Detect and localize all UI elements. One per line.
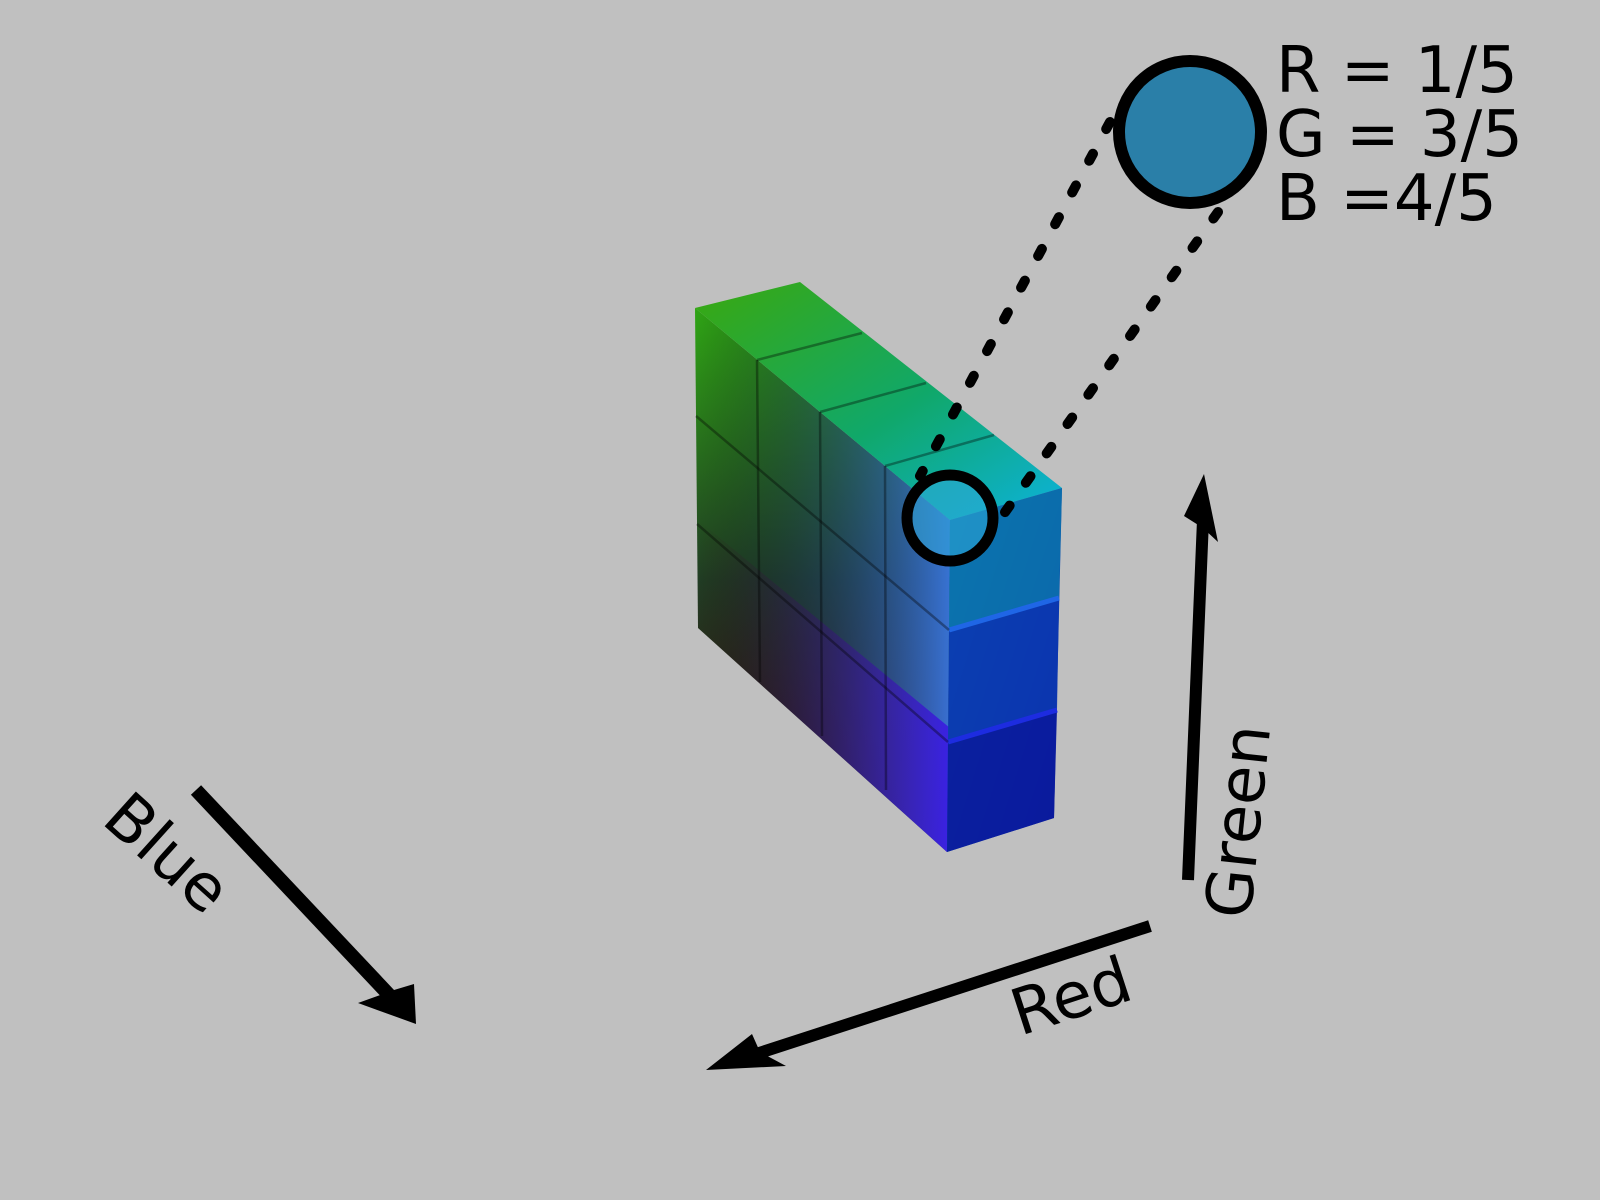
blue-axis-arrow-line [190, 785, 398, 1003]
green-value-label: G = 3/5 [1276, 98, 1523, 172]
green-axis-arrow-line [1182, 519, 1209, 881]
cube-side-face-overlay-bottom [698, 520, 950, 852]
rgb-cube [695, 282, 1062, 852]
selected-color-swatch [1113, 55, 1267, 209]
projection-lines [915, 117, 1223, 527]
cube-highlight-circle [901, 469, 999, 567]
green-axis-arrowhead [1184, 474, 1218, 542]
cube-front-divider-1 [948, 595, 1060, 633]
cube-front-divider-2 [947, 707, 1058, 745]
red-axis-label: Red [1002, 943, 1141, 1051]
red-axis-arrowhead [706, 1034, 786, 1070]
cube-top-face [695, 282, 1062, 520]
green-axis: Green [1182, 474, 1286, 922]
red-axis: Red [706, 920, 1152, 1070]
blue-axis: Blue [89, 779, 416, 1024]
cube-front-cell-bottom [947, 710, 1057, 852]
blue-axis-label: Blue [89, 779, 244, 929]
projection-line-left [915, 117, 1115, 481]
blue-axis-arrowhead [358, 984, 416, 1024]
cube-side-grid [695, 359, 950, 791]
rgb-value-labels: R = 1/5 G = 3/5 B =4/5 [1276, 34, 1523, 236]
blue-value-label: B =4/5 [1276, 162, 1497, 236]
green-axis-label: Green [1192, 721, 1286, 921]
red-value-label: R = 1/5 [1276, 34, 1518, 108]
cube-front-cell-middle [948, 598, 1059, 742]
projection-line-right [993, 207, 1223, 527]
cube-top-grid [756, 331, 995, 468]
red-axis-arrow-line [748, 920, 1152, 1062]
